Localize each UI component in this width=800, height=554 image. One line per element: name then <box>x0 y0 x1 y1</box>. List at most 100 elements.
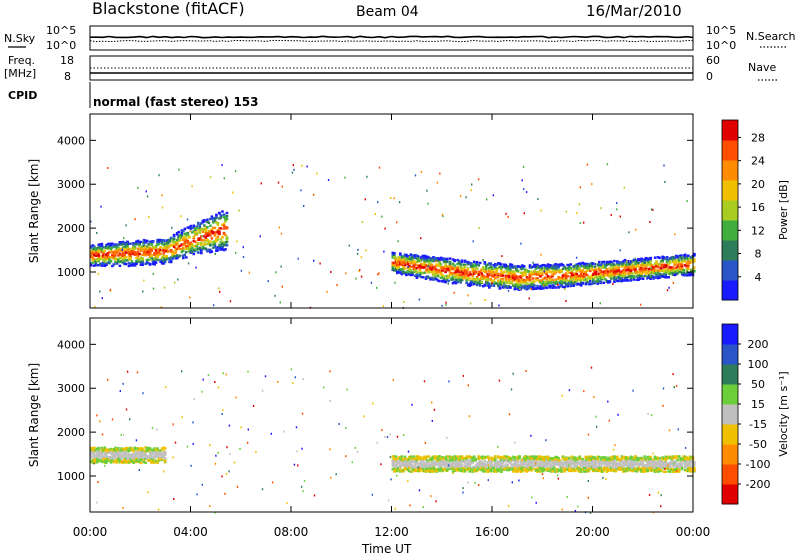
power-cell <box>108 258 111 261</box>
velocity-cell <box>480 468 483 472</box>
velocity-cell <box>492 457 496 461</box>
power-cell <box>470 189 472 192</box>
velocity-cell <box>570 459 574 463</box>
power-cell <box>420 262 423 266</box>
power-cell <box>522 281 526 284</box>
power-cell <box>555 264 559 268</box>
power-cell <box>684 257 687 260</box>
power-cell <box>662 275 666 278</box>
power-cell <box>595 272 598 276</box>
power-cell <box>451 275 455 278</box>
power-cell <box>586 263 589 266</box>
power-cell <box>424 257 428 260</box>
velocity-cell <box>451 466 455 470</box>
velocity-cell <box>438 469 441 473</box>
power-cell <box>225 227 229 230</box>
power-cell <box>673 263 676 267</box>
velocity-cell <box>90 451 93 455</box>
power-cell <box>106 255 110 259</box>
power-cell <box>409 270 413 273</box>
power-cell <box>393 256 396 259</box>
velocity-cell <box>539 464 542 467</box>
power-cell <box>91 261 95 264</box>
velocity-cell <box>436 459 440 462</box>
power-cell <box>634 260 637 264</box>
power-cell <box>545 270 548 273</box>
power-cell <box>667 268 670 272</box>
power-cell <box>519 267 523 271</box>
power-cell <box>147 245 150 248</box>
velocity-cell <box>94 457 98 460</box>
power-cell <box>548 279 551 282</box>
velocity-cell <box>421 460 425 463</box>
velocity-cell <box>433 464 437 467</box>
power-cell <box>403 259 407 262</box>
power-cell <box>665 264 669 267</box>
velocity-cell <box>518 455 521 458</box>
power-cell <box>168 245 171 248</box>
power-cell <box>558 285 562 288</box>
power-cell <box>513 265 517 268</box>
power-cell <box>215 230 218 234</box>
noise-search-trace <box>89 39 694 43</box>
noise-left-tick-low: 10^0 <box>46 39 76 52</box>
power-cell <box>656 269 660 272</box>
power-cell <box>662 263 666 267</box>
power-cell <box>182 254 185 257</box>
power-cell <box>575 256 578 259</box>
power-cell <box>592 273 595 276</box>
power-cell <box>414 274 417 277</box>
power-cell <box>433 276 437 279</box>
power-cell <box>423 262 426 266</box>
power-cell <box>579 222 581 225</box>
power-cell <box>118 243 122 246</box>
power-cell <box>430 263 434 267</box>
power-cell <box>668 270 672 273</box>
power-cell <box>516 280 520 284</box>
velocity-cell <box>564 461 568 464</box>
power-cell <box>620 270 624 273</box>
power-cell <box>471 277 474 281</box>
velocity-cell <box>393 467 396 470</box>
noise-traces <box>89 35 694 43</box>
power-cell <box>471 274 474 278</box>
power-cell <box>486 273 490 276</box>
power-cell <box>626 269 630 272</box>
velocity-cell <box>524 457 527 460</box>
velocity-cell <box>518 466 521 470</box>
power-cell <box>174 243 177 246</box>
power-cell <box>235 251 237 254</box>
power-cell <box>507 267 511 271</box>
velocity-cell <box>485 465 488 468</box>
power-cell <box>206 226 209 229</box>
velocity-cell <box>542 462 545 465</box>
power-cell <box>200 241 203 244</box>
power-cell <box>509 270 512 274</box>
velocity-cell <box>489 461 493 464</box>
velocity-cell <box>482 470 485 473</box>
power-cell <box>124 242 128 246</box>
power-cell <box>207 243 211 246</box>
velocity-cell <box>99 459 102 462</box>
power-cell <box>441 213 444 216</box>
velocity-cell <box>408 469 411 473</box>
velocity-cell <box>105 454 108 457</box>
power-cell <box>650 264 654 267</box>
power-cell <box>472 260 476 263</box>
power-cell <box>183 253 187 256</box>
power-cell <box>525 191 528 194</box>
velocity-cell <box>472 469 476 472</box>
power-cell <box>486 281 490 284</box>
power-cell <box>629 275 633 278</box>
velocity-cell <box>489 456 493 459</box>
power-cell <box>201 235 203 238</box>
power-cell <box>159 248 162 252</box>
power-cell <box>540 273 544 277</box>
power-cell <box>378 166 381 169</box>
power-cell <box>548 269 551 272</box>
power-cell <box>644 268 648 271</box>
power-cell <box>195 243 199 246</box>
power-cell <box>180 250 184 254</box>
power-cell <box>123 259 126 263</box>
power-cell <box>643 269 646 272</box>
